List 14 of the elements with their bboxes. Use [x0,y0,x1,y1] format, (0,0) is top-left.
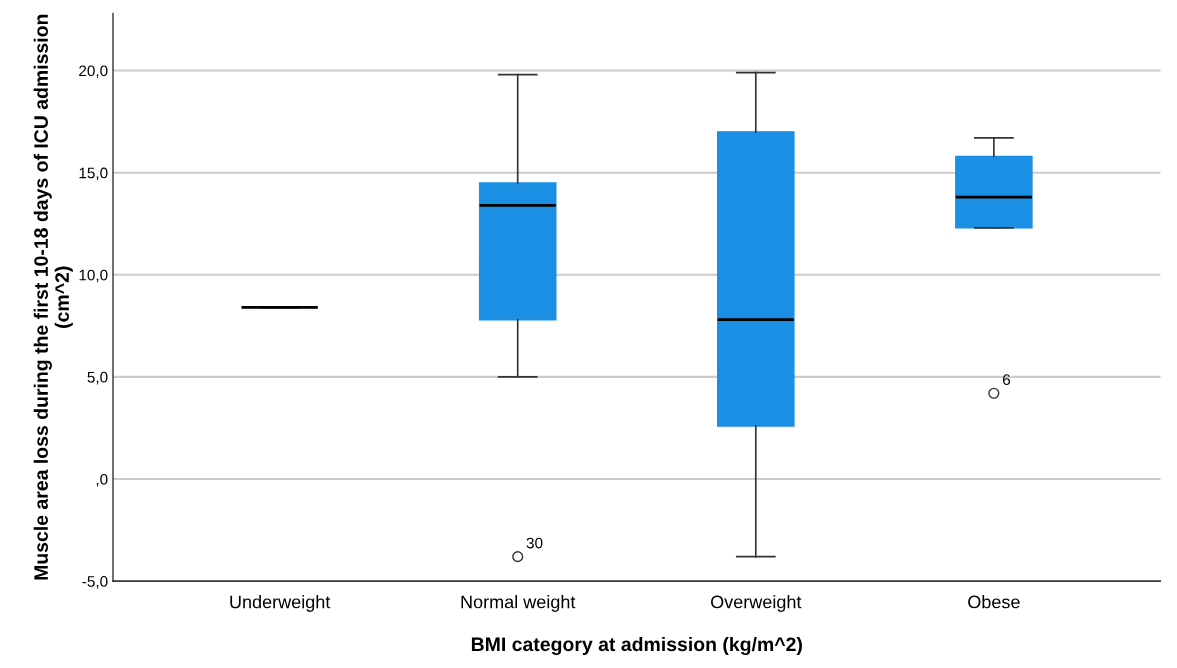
x-axis-title: BMI category at admission (kg/m^2) [471,636,802,656]
y-tick-label: ,0 [96,473,108,487]
annotation: 30 [526,537,543,549]
y-tick-label: -5,0 [82,576,108,589]
y-tick-label: 20,0 [79,65,108,79]
x-tick-label: Underweight [230,595,331,612]
y-tick-label: 5,0 [87,371,108,385]
annotation: 6 [1002,374,1011,386]
y-tick-label: 10,0 [79,269,108,283]
x-tick-label: Obese [968,595,1020,609]
y-tick-label: 15,0 [79,167,108,181]
y-axis-title: Muscle area loss during the first 10-18 days of ICU admission (cm^2) [33,14,73,580]
x-tick-label: Normal weight [461,595,576,612]
x-tick-label: Overweight [710,595,802,612]
